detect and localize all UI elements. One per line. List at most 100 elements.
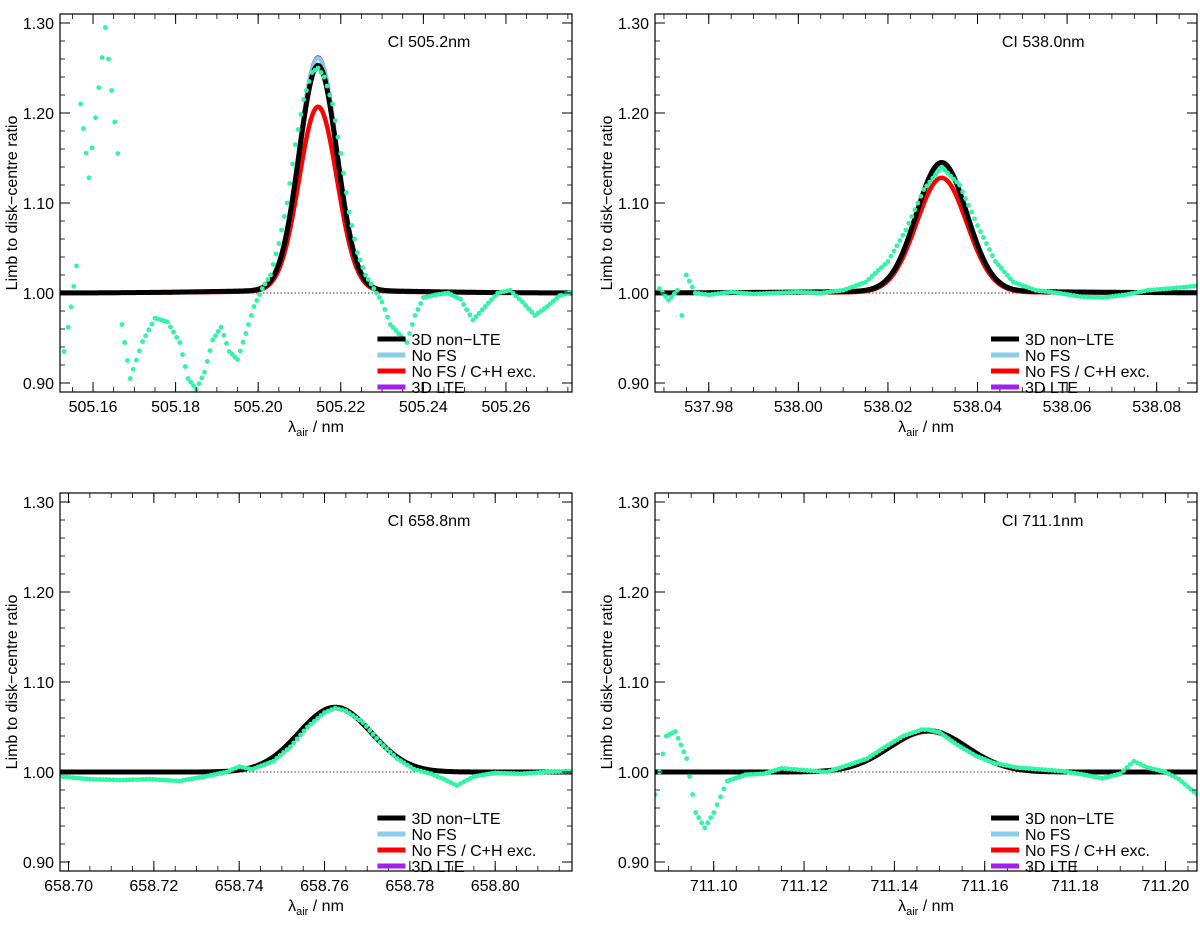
observed-point: [669, 294, 674, 300]
observed-point: [714, 802, 720, 808]
y-tick-label: 1.30: [23, 495, 54, 512]
observed-point: [106, 56, 111, 62]
observed-point: [672, 729, 678, 734]
observed-point: [987, 247, 992, 252]
observed-point: [146, 327, 152, 333]
x-tick-label: 538.04: [953, 399, 1002, 416]
observed-point: [240, 339, 246, 345]
observed-point: [963, 196, 968, 201]
legend-label: No FS / C+H exc.: [1025, 843, 1150, 860]
y-tick-label: 1.00: [23, 286, 54, 303]
panel-4: 711.10 711.12 711.14 711.16 711.18 711.20 0.90…: [599, 492, 1198, 918]
observed-point: [288, 744, 293, 750]
x-tick-label: 711.18: [1051, 878, 1099, 895]
y-tick-label: 1.30: [23, 16, 54, 33]
observed-point: [346, 710, 352, 716]
observed-point: [458, 296, 463, 302]
observed-point: [663, 293, 668, 299]
observed-point: [473, 314, 479, 320]
observed-point: [308, 721, 314, 727]
panel-title: CI 711.1nm: [1002, 513, 1084, 530]
y-tick-label: 1.10: [618, 675, 649, 692]
observed-point: [1124, 765, 1130, 770]
observed-point: [365, 277, 371, 282]
y-axis-label: Limb to disk−centre ratio: [599, 595, 616, 770]
panel-title: CI 658.8nm: [388, 513, 471, 530]
observed-point: [321, 74, 327, 80]
observed-point: [924, 183, 930, 189]
observed-point: [290, 161, 295, 167]
observed-point: [298, 732, 304, 738]
observed-point: [360, 720, 366, 725]
legend-label: 3D LTE: [411, 380, 464, 397]
y-tick-label: 0.90: [23, 376, 54, 393]
observed-point: [168, 324, 173, 330]
observed-point: [972, 216, 977, 222]
y-tick-label: 1.00: [618, 765, 649, 782]
observed-point: [660, 751, 666, 757]
observed-point: [180, 352, 185, 357]
observed-point: [341, 170, 346, 176]
observed-series: [657, 164, 1197, 318]
observed-point: [374, 290, 379, 296]
legend-label: No FS / C+H exc.: [411, 843, 536, 860]
panel-title: CI 538.0nm: [1002, 34, 1085, 51]
observed-point: [273, 251, 279, 257]
observed-point: [554, 296, 559, 301]
observed-point: [346, 209, 352, 215]
observed-point: [948, 173, 954, 179]
observed-point: [945, 170, 951, 176]
observed-point: [476, 310, 482, 316]
observed-point: [93, 115, 98, 121]
observed-point: [529, 309, 535, 315]
observed-point: [350, 713, 356, 718]
y-tick-label: 1.30: [618, 16, 649, 33]
observed-point: [686, 278, 692, 284]
observed-point: [65, 324, 71, 330]
observed-point: [130, 366, 136, 372]
observed-point: [882, 262, 888, 267]
observed-point: [660, 290, 665, 295]
observed-point: [78, 101, 84, 107]
observed-point: [526, 306, 532, 312]
panel-1: 505.16 505.18 505.20 505.22 505.24 505.26 0.90…: [4, 13, 573, 439]
observed-point: [295, 127, 301, 132]
observed-point: [523, 302, 528, 308]
observed-point: [68, 304, 74, 310]
observed-point: [678, 742, 684, 748]
observed-point: [391, 752, 397, 758]
observed-point: [343, 190, 349, 195]
observed-point: [357, 257, 363, 263]
y-tick-label: 1.20: [618, 585, 649, 602]
observed-point: [301, 728, 307, 734]
observed-point: [318, 70, 324, 75]
observed-point: [215, 329, 221, 334]
legend-label: 3D LTE: [1025, 380, 1078, 397]
x-tick-label: 658.74: [215, 878, 264, 895]
observed-point: [978, 229, 983, 234]
observed-point: [696, 815, 702, 820]
x-tick-label: 505.22: [316, 399, 365, 416]
observed-point: [349, 223, 355, 228]
observed-point: [86, 175, 92, 181]
legend-label: 3D non−LTE: [411, 811, 500, 828]
observed-point: [281, 750, 286, 755]
observed-point: [409, 322, 415, 327]
observed-point: [303, 88, 309, 93]
observed-point: [381, 743, 386, 748]
series-line-1: [60, 704, 572, 775]
observed-point: [894, 243, 900, 249]
x-tick-label: 538.00: [774, 399, 823, 416]
observed-point: [936, 168, 942, 174]
observed-point: [1117, 771, 1123, 777]
observed-point: [274, 755, 280, 761]
observed-point: [363, 724, 369, 729]
observed-point: [133, 357, 139, 363]
legend-label: 3D non−LTE: [1025, 332, 1114, 349]
observed-point: [981, 235, 986, 240]
observed-point: [330, 101, 335, 107]
observed-point: [675, 735, 681, 741]
observed-point: [520, 299, 525, 305]
observed-point: [277, 753, 283, 758]
